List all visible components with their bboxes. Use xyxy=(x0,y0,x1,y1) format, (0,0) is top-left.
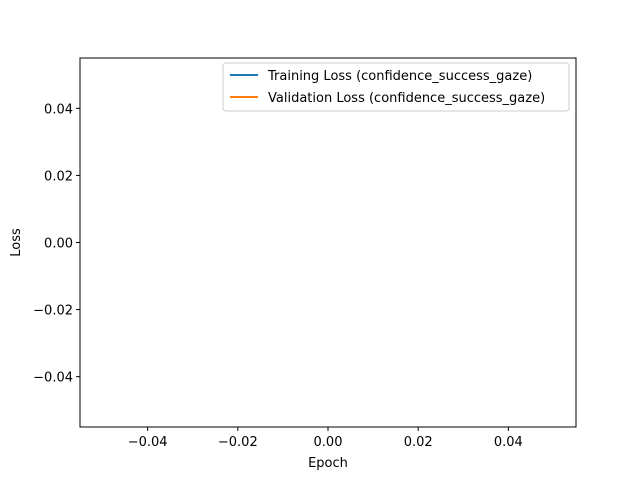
ticks-layer: −0.04 −0.02 0.00 0.02 0.04 −0.04 −0.02 0.00 0.02… xyxy=(33,102,523,450)
y-tick-label: −0.04 xyxy=(33,371,73,386)
x-axis-label: Epoch xyxy=(308,456,348,471)
x-tick-label: −0.04 xyxy=(128,435,168,450)
x-tick-label: −0.02 xyxy=(218,435,258,450)
y-axis-label: Loss xyxy=(9,228,24,257)
legend-box xyxy=(222,62,570,112)
x-tick-label: 0.04 xyxy=(494,435,523,450)
legend-label-training-loss: Training Loss (confidence_success_gaze) xyxy=(267,69,532,84)
y-tick-label: 0.00 xyxy=(44,237,73,252)
y-tick-label: −0.02 xyxy=(33,304,73,319)
x-tick-label: 0.02 xyxy=(404,435,433,450)
y-tick-label: 0.04 xyxy=(44,102,73,117)
plot-frame xyxy=(79,57,577,428)
y-tick-label: 0.02 xyxy=(44,169,73,184)
legend-label-validation-loss: Validation Loss (confidence_success_gaze… xyxy=(268,91,545,106)
legend: Training Loss (confidence_success_gaze) … xyxy=(222,62,570,112)
x-tick-label: 0.00 xyxy=(314,435,343,450)
